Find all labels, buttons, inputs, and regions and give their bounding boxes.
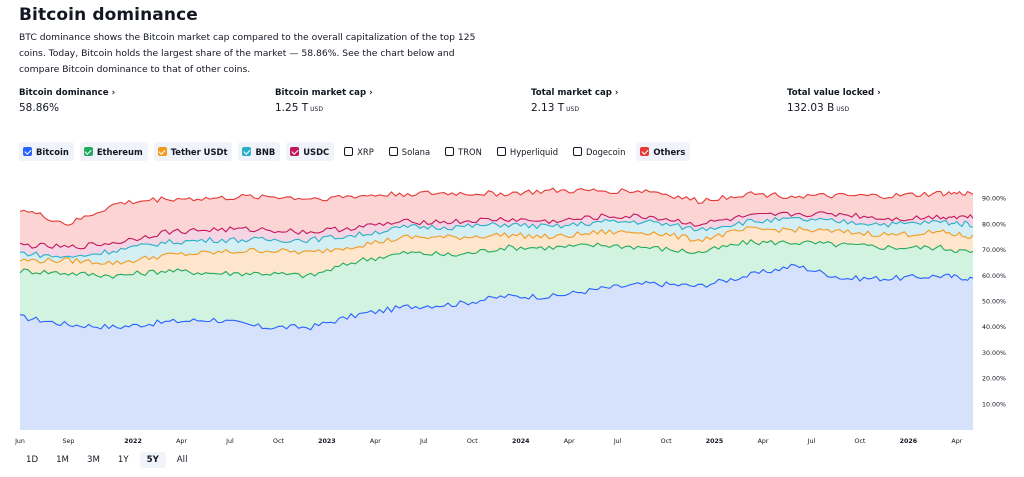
legend-label: XRP xyxy=(357,146,374,157)
legend-label: TRON xyxy=(458,146,482,157)
legend-label: Ethereum xyxy=(96,146,143,157)
series-line-bnb xyxy=(19,216,974,259)
stat-bitcoin-dominance: Bitcoin dominance › 58.86% xyxy=(19,88,115,114)
legend-toggle-usdc[interactable]: USDC xyxy=(286,142,335,161)
stat-label[interactable]: Bitcoin dominance › xyxy=(19,88,116,98)
x-tick-label: Jul xyxy=(807,438,816,445)
legend-toggle-solana[interactable]: Solana xyxy=(385,142,435,161)
x-tick-label: Apr xyxy=(758,438,769,445)
x-tick-label: Jun xyxy=(14,438,25,445)
checkbox-icon xyxy=(157,147,167,156)
x-tick-label: 2025 xyxy=(706,438,724,445)
y-tick-label: 40.00% xyxy=(982,324,1006,331)
legend-toggle-hyperliquid[interactable]: Hyperliquid xyxy=(493,142,563,161)
x-tick-label: Apr xyxy=(176,438,187,445)
legend-toggle-xrp[interactable]: XRP xyxy=(340,142,379,161)
y-tick-label: 10.00% xyxy=(982,401,1006,408)
series-line-bitcoin xyxy=(19,263,974,331)
legend-label: BNB xyxy=(255,146,276,157)
checkbox-icon xyxy=(640,147,650,156)
area-fill-bitcoin xyxy=(20,264,973,430)
chevron-right-icon: › xyxy=(614,88,619,98)
range-button-1y[interactable]: 1Y xyxy=(117,455,129,465)
stat-bitcoin-market-cap: Bitcoin market cap › 1.25 T USD xyxy=(275,88,373,114)
page-description: BTC dominance shows the Bitcoin market c… xyxy=(19,32,476,75)
x-tick-label: Jul xyxy=(419,438,428,445)
x-tick-label: Jul xyxy=(613,438,622,445)
range-button-3m[interactable]: 3M xyxy=(86,455,100,465)
y-tick-label: 30.00% xyxy=(982,350,1006,357)
checkbox-icon xyxy=(445,147,455,156)
legend-label: Solana xyxy=(401,146,431,157)
legend-toggle-bitcoin[interactable]: Bitcoin xyxy=(19,142,74,161)
legend-label: Tether USDt xyxy=(170,146,228,157)
y-tick-label: 80.00% xyxy=(982,221,1006,228)
range-button-1m[interactable]: 1M xyxy=(56,455,69,465)
range-button-5y[interactable]: 5Y xyxy=(139,452,166,468)
chevron-right-icon: › xyxy=(111,88,116,98)
x-tick-label: 2026 xyxy=(900,438,918,445)
x-tick-label: Sep xyxy=(63,438,75,445)
legend-toggle-tether-usdt[interactable]: Tether USDt xyxy=(153,142,233,161)
series-line-tether-usdt xyxy=(19,226,974,266)
x-tick-label: Oct xyxy=(661,438,672,445)
legend-label: Dogecoin xyxy=(586,146,626,157)
stat-total-market-cap: Total market cap › 2.13 T USD xyxy=(531,88,618,114)
stat-value: 1.25 T USD xyxy=(275,102,323,114)
x-tick-label: 2023 xyxy=(318,438,336,445)
y-tick-label: 90.00% xyxy=(982,196,1006,203)
x-tick-label: 2022 xyxy=(124,438,142,445)
stat-total-value-locked: Total value locked › 132.03 B USD xyxy=(787,88,881,114)
x-tick-label: Oct xyxy=(273,438,284,445)
coin-legend: Bitcoin Ethereum Tether USDt BNB USDC XRP Sola… xyxy=(19,142,691,161)
legend-toggle-tron[interactable]: TRON xyxy=(441,142,487,161)
series-line-others xyxy=(19,187,974,226)
y-tick-label: 70.00% xyxy=(982,247,1006,254)
x-tick-label: 2024 xyxy=(512,438,530,445)
chevron-right-icon: › xyxy=(369,88,373,98)
checkbox-icon xyxy=(344,147,354,156)
legend-toggle-ethereum[interactable]: Ethereum xyxy=(79,142,148,161)
checkbox-icon xyxy=(242,147,252,156)
chevron-right-icon: › xyxy=(877,88,881,98)
time-range-selector: 1D 1M 3M 1Y 5Y All xyxy=(19,452,194,468)
dominance-chart: 10.00% 20.00% 30.00% 40.00% 50.00% 60.00% 70.0… xyxy=(14,187,1006,445)
legend-label: USDC xyxy=(303,146,330,157)
stat-label[interactable]: Total market cap › xyxy=(531,88,619,98)
series-line-ethereum xyxy=(19,239,974,279)
stat-label[interactable]: Total value locked › xyxy=(787,88,881,98)
x-tick-label: Oct xyxy=(467,438,478,445)
legend-toggle-dogecoin[interactable]: Dogecoin xyxy=(569,142,630,161)
x-tick-label: Apr xyxy=(951,438,962,445)
stat-value: 132.03 B USD xyxy=(787,102,850,114)
legend-toggle-others[interactable]: Others xyxy=(636,142,691,161)
legend-label: Others xyxy=(653,146,686,157)
checkbox-icon xyxy=(290,147,300,156)
page-title: Bitcoin dominance xyxy=(19,5,198,25)
y-tick-label: 60.00% xyxy=(982,273,1006,280)
checkbox-icon xyxy=(83,147,93,156)
checkbox-icon xyxy=(573,147,583,156)
legend-label: Hyperliquid xyxy=(509,146,559,157)
x-tick-label: Jul xyxy=(225,438,234,445)
stat-value: 2.13 T USD xyxy=(531,102,579,114)
stat-label[interactable]: Bitcoin market cap › xyxy=(275,88,373,98)
y-tick-label: 50.00% xyxy=(982,299,1006,306)
checkbox-icon xyxy=(23,147,32,156)
y-tick-label: 20.00% xyxy=(982,376,1006,383)
checkbox-icon xyxy=(496,147,506,156)
x-tick-label: Apr xyxy=(370,438,381,445)
checkbox-icon xyxy=(388,147,398,156)
x-tick-label: Apr xyxy=(564,438,575,445)
legend-toggle-bnb[interactable]: BNB xyxy=(238,142,281,161)
range-button-1d[interactable]: 1D xyxy=(26,455,39,465)
stat-value: 58.86% xyxy=(19,102,60,114)
x-tick-label: Oct xyxy=(854,438,865,445)
legend-label: Bitcoin xyxy=(36,146,69,157)
range-button-all[interactable]: All xyxy=(176,455,188,465)
series-line-usdc xyxy=(19,211,974,250)
